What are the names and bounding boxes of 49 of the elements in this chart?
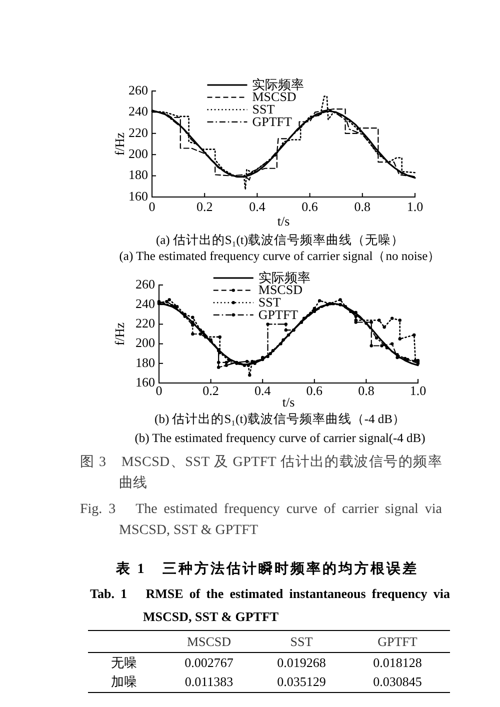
y-tick-label: 220 [136, 316, 155, 331]
text: (a) 估计出的S₁(t)载波信号频率曲线（无噪） [154, 232, 406, 248]
y-axis-title: f/Hz [112, 322, 128, 346]
x-tick-label: 0.6 [302, 199, 318, 214]
legend-label: 实际频率 [258, 270, 310, 285]
text: (a) The estimated frequency curve of carrier signal（no noise） [118, 248, 442, 264]
y-tick-label: 200 [136, 335, 155, 350]
x-tick-label: 0.4 [254, 383, 272, 398]
text: 0.030845 [373, 674, 422, 690]
x-tick-label: 1.0 [410, 383, 426, 398]
text: 0.002767 [184, 654, 234, 670]
text: 0.018128 [373, 654, 422, 670]
text: Tab. 1 RMSE of the estimated instantaneous frequency via MSCSD, SST & GPTFT [90, 585, 450, 626]
y-tick-label: 180 [128, 167, 148, 182]
y-axis-title: f/Hz [112, 132, 128, 156]
caption: 图 3 MSCSD、SST 及 GPTFT 估计出的载波信号的频率曲线 [80, 453, 442, 493]
category-label: 无噪 [111, 654, 137, 670]
x-axis-title: t/s [282, 394, 295, 410]
category-label: SST [258, 630, 345, 652]
x-tick-label: 0 [156, 383, 162, 398]
text: 0.019268 [277, 654, 326, 670]
text: 0.011383 [184, 674, 234, 690]
y-tick-label: 240 [136, 296, 155, 312]
text: 表 1 三种方法估计瞬时频率的均方根误差 [114, 560, 420, 579]
y-tick-label: 240 [128, 104, 148, 119]
category-label: 加噪 [111, 674, 137, 690]
x-tick-label: 0.4 [249, 199, 266, 214]
y-tick-label: 180 [136, 354, 155, 370]
x-tick-label: 0.8 [358, 383, 374, 398]
text: (b) 估计出的S₁(t)载波信号频率曲线（-4 dB） [154, 411, 406, 428]
y-tick-label: 160 [128, 188, 148, 204]
y-tick-label: 160 [136, 374, 155, 390]
x-tick-label: 0 [148, 199, 156, 214]
legend-label: 实际频率 [252, 76, 304, 92]
y-tick-label: 260 [136, 276, 155, 292]
y-tick-label: 260 [128, 82, 148, 98]
category-label: MSCSD [160, 630, 258, 652]
x-tick-label: 1.0 [406, 199, 424, 214]
category-label: GPTFT [345, 630, 450, 652]
x-tick-label: 0.2 [202, 383, 219, 398]
y-tick-label: 220 [128, 124, 148, 140]
x-tick-label: 0.2 [196, 199, 213, 214]
text: (b) The estimated frequency curve of carrier signal(-4 dB) [134, 430, 426, 447]
x-axis-title: t/s [277, 214, 290, 229]
caption: Fig. 3 The estimated frequency curve of carrier signal via MSCSD, SST & GPTFT [80, 501, 442, 540]
y-tick-label: 200 [128, 146, 148, 162]
x-tick-label: 0.6 [306, 383, 324, 398]
text: 0.035129 [277, 674, 326, 690]
x-tick-label: 0.8 [354, 199, 371, 214]
